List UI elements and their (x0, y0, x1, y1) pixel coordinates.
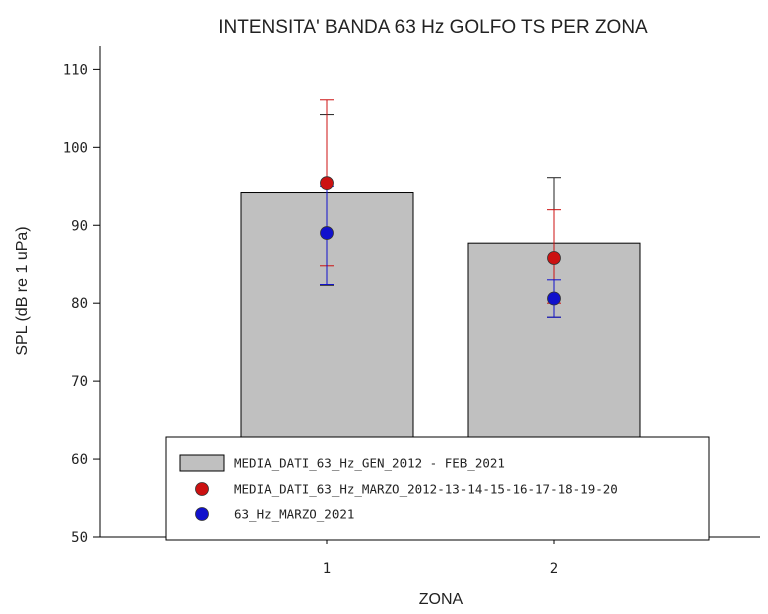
y-tick-label: 90 (71, 218, 88, 234)
x-axis-label: ZONA (419, 591, 464, 608)
y-tick-label: 110 (63, 62, 88, 78)
legend-marker (195, 507, 209, 521)
data-point (547, 251, 561, 265)
legend-label: 63_Hz_MARZO_2021 (234, 507, 354, 522)
legend-marker (195, 482, 209, 496)
y-tick-label: 60 (71, 452, 88, 468)
legend: MEDIA_DATI_63_Hz_GEN_2012 - FEB_2021 MEDI… (165, 436, 710, 541)
x-tick-label: 1 (323, 561, 331, 577)
y-axis-ticks: 50 60 70 80 90 100 110 (63, 62, 100, 546)
data-point (320, 226, 334, 240)
y-tick-label: 70 (71, 374, 88, 390)
legend-box (165, 436, 710, 541)
y-axis-label: SPL (dB re 1 uPa) (14, 226, 31, 355)
chart-title: INTENSITA' BANDA 63 Hz GOLFO TS PER ZONA (218, 17, 648, 38)
data-point (547, 291, 561, 306)
y-tick-label: 100 (63, 140, 88, 156)
legend-swatch (179, 454, 225, 472)
legend-label: MEDIA_DATI_63_Hz_GEN_2012 - FEB_2021 (234, 456, 505, 471)
legend-label: MEDIA_DATI_63_Hz_MARZO_2012-13-14-15-16-… (234, 482, 618, 497)
y-tick-label: 80 (71, 296, 88, 312)
points (320, 176, 561, 306)
x-tick-label: 2 (550, 561, 558, 577)
y-tick-label: 50 (71, 530, 88, 546)
data-point (320, 176, 334, 191)
